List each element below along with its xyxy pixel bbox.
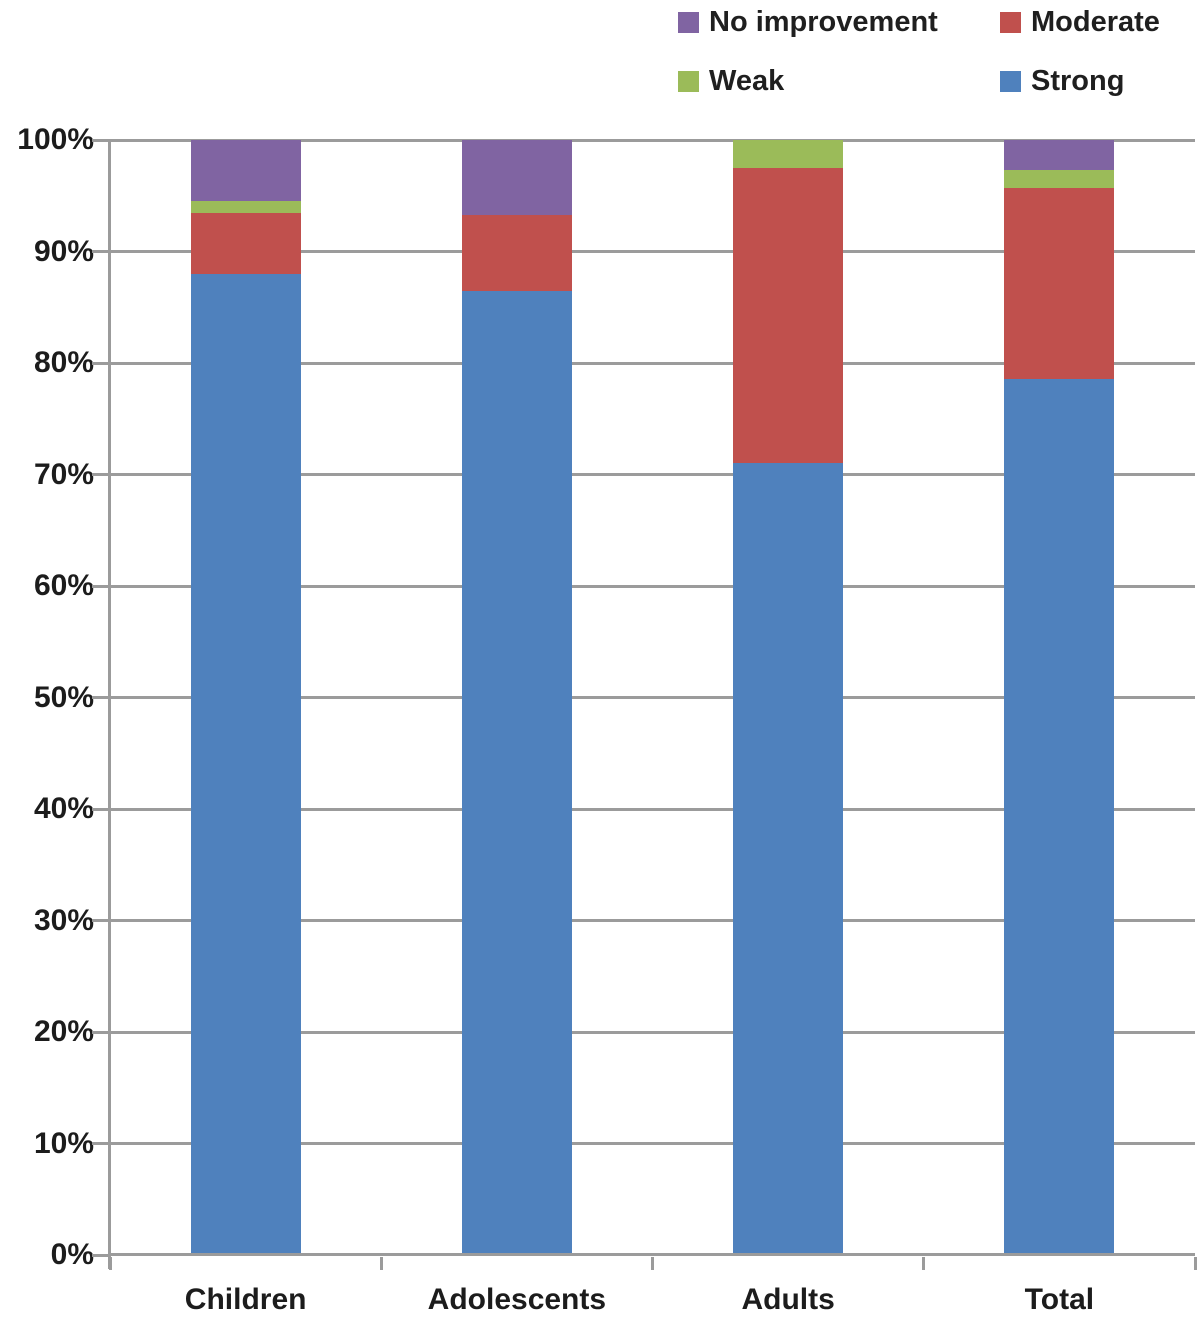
- y-axis-line: [108, 139, 111, 1269]
- x-axis-label-adolescents: Adolescents: [427, 1283, 607, 1316]
- bar-segment-no-improvement-children: [190, 140, 301, 202]
- gridline-50: [110, 696, 1195, 699]
- bar-segment-moderate-total: [1004, 187, 1115, 379]
- gridline-40: [110, 807, 1195, 811]
- bar-segment-strong-adults: [733, 463, 844, 1255]
- y-axis-tick-10: [92, 1142, 108, 1145]
- legend-label-strong: Strong: [1031, 65, 1125, 97]
- y-axis-tick-30: [92, 919, 108, 922]
- y-axis-tick-90: [92, 250, 108, 253]
- legend-item-weak: Weak: [678, 65, 1000, 98]
- y-axis-label-0: 0%: [50, 1238, 94, 1271]
- y-axis-tick-100: [92, 138, 108, 142]
- x-axis-tick-2: [651, 1257, 654, 1270]
- bar-segment-strong-children: [190, 273, 301, 1255]
- legend-item-no-improvement: No improvement: [678, 6, 1000, 39]
- legend-swatch-weak: [678, 71, 699, 92]
- y-axis-label-60: 60%: [33, 569, 94, 602]
- legend-swatch-moderate: [1000, 12, 1021, 33]
- x-axis-label-children: Children: [184, 1283, 307, 1316]
- y-axis-label-50: 50%: [33, 680, 94, 714]
- y-axis-tick-0: [92, 1253, 108, 1257]
- bar-adolescents: [461, 140, 572, 1255]
- gridline-70: [110, 473, 1195, 476]
- x-axis-tick-4: [1193, 1257, 1197, 1270]
- y-axis-tick-50: [92, 696, 108, 699]
- legend: No improvement Moderate Weak Strong: [678, 6, 1160, 98]
- legend-item-strong: Strong: [1000, 65, 1160, 98]
- legend-label-weak: Weak: [709, 65, 785, 97]
- x-axis-label-total: Total: [1024, 1283, 1095, 1316]
- bar-segment-weak-total: [1004, 170, 1115, 188]
- bar-adults: [733, 140, 844, 1255]
- bar-segment-moderate-children: [190, 212, 301, 274]
- plot-area: [92, 138, 1197, 1270]
- gridline-100: [110, 138, 1195, 142]
- legend-swatch-strong: [1000, 71, 1021, 92]
- y-axis-tick-60: [92, 584, 108, 588]
- gridline-30: [110, 919, 1195, 922]
- x-axis-tick-0: [108, 1257, 112, 1270]
- y-axis-label-10: 10%: [33, 1126, 94, 1160]
- x-axis-labels: Children Adolescents Adults Total: [110, 1282, 1195, 1322]
- y-axis-label-20: 20%: [33, 1015, 94, 1048]
- gridline-80: [110, 361, 1195, 365]
- legend-item-moderate: Moderate: [1000, 6, 1160, 39]
- bar-segment-strong-adolescents: [461, 290, 572, 1255]
- bar-total: [1004, 140, 1115, 1255]
- x-axis-label-adults: Adults: [741, 1283, 835, 1316]
- x-axis-line: [108, 1253, 1195, 1256]
- bar-segment-weak-children: [190, 201, 301, 213]
- bar-segment-no-improvement-adolescents: [461, 140, 572, 215]
- gridline-20: [110, 1030, 1195, 1034]
- y-axis-tick-70: [92, 473, 108, 476]
- bar-segment-no-improvement-total: [1004, 140, 1115, 171]
- legend-label-no-improvement: No improvement: [709, 6, 938, 38]
- bar-segment-weak-adults: [733, 140, 844, 168]
- y-axis-label-70: 70%: [33, 457, 94, 491]
- x-axis-tick-1: [379, 1257, 383, 1270]
- y-axis-tick-20: [92, 1030, 108, 1034]
- bar-children: [190, 140, 301, 1255]
- y-axis-label-30: 30%: [33, 903, 94, 937]
- y-axis-label-40: 40%: [33, 792, 94, 825]
- gridline-60: [110, 584, 1195, 588]
- y-axis-label-90: 90%: [33, 234, 94, 268]
- gridline-90: [110, 250, 1195, 253]
- y-axis-label-80: 80%: [33, 346, 94, 379]
- legend-swatch-no-improvement: [678, 12, 699, 33]
- y-axis-label-100: 100%: [17, 123, 94, 156]
- gridline-10: [110, 1142, 1195, 1145]
- bar-segment-moderate-adolescents: [461, 214, 572, 291]
- legend-label-moderate: Moderate: [1031, 6, 1160, 38]
- bar-segment-moderate-adults: [733, 167, 844, 464]
- x-axis-tick-3: [922, 1257, 926, 1270]
- y-axis-tick-40: [92, 807, 108, 811]
- bar-segment-strong-total: [1004, 378, 1115, 1255]
- y-axis-tick-80: [92, 361, 108, 365]
